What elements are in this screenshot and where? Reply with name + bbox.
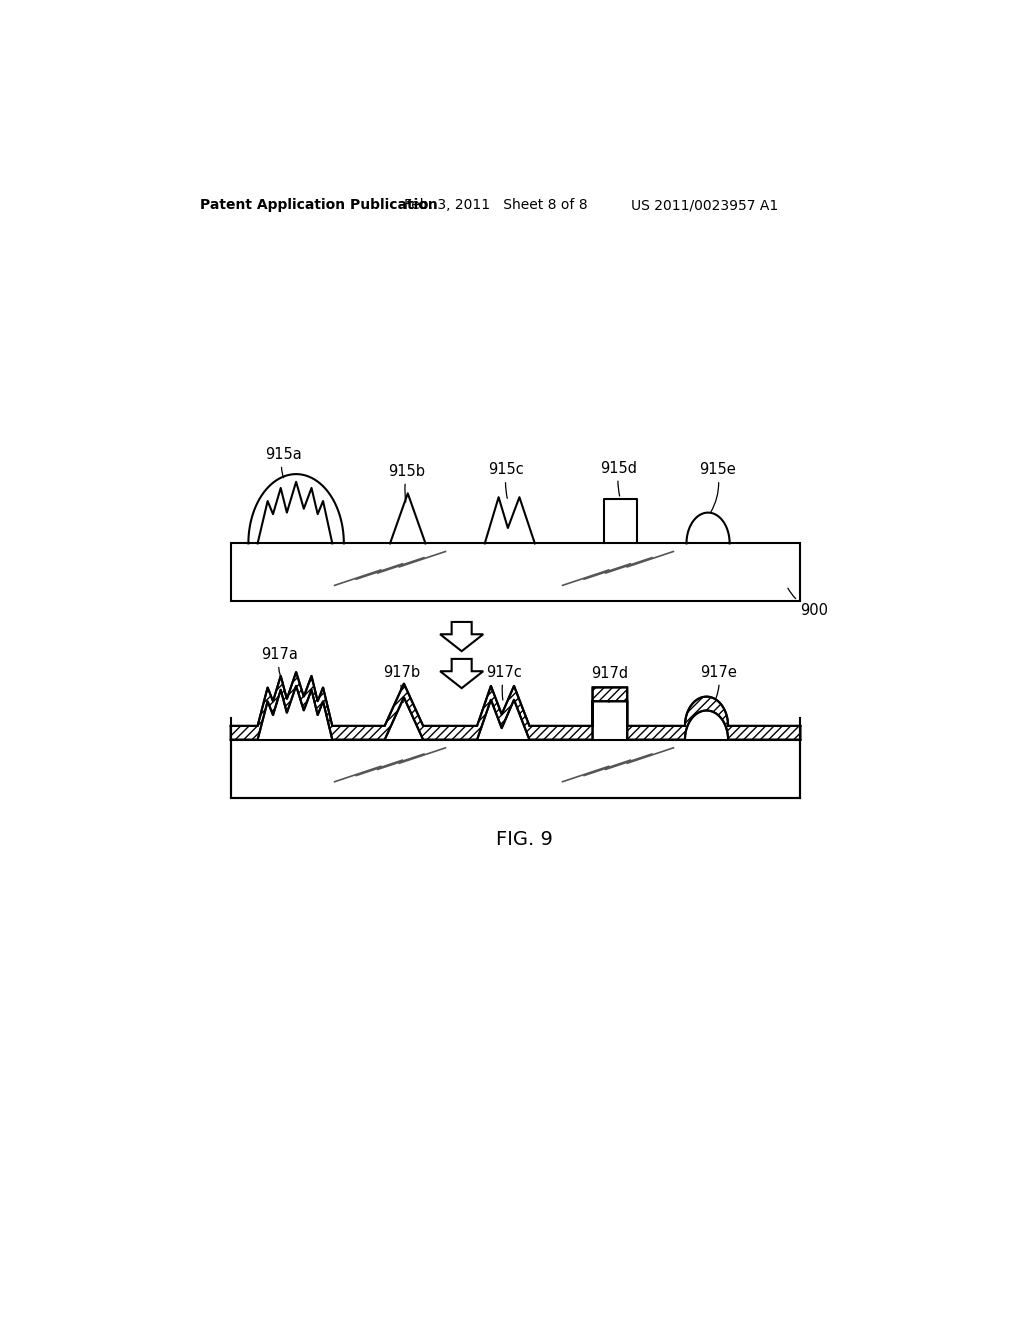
Text: 917b: 917b <box>383 664 420 702</box>
Text: FIG. 9: FIG. 9 <box>497 830 553 849</box>
Bar <box>230 739 801 797</box>
Text: 915e: 915e <box>698 462 735 512</box>
Text: 915c: 915c <box>488 462 524 499</box>
Text: 917d: 917d <box>591 667 628 702</box>
Text: Feb. 3, 2011   Sheet 8 of 8: Feb. 3, 2011 Sheet 8 of 8 <box>403 198 588 213</box>
Text: US 2011/0023957 A1: US 2011/0023957 A1 <box>631 198 778 213</box>
Text: 915b: 915b <box>388 463 426 502</box>
Polygon shape <box>230 672 801 739</box>
Polygon shape <box>440 659 483 688</box>
Text: 917a: 917a <box>261 647 298 684</box>
Polygon shape <box>440 622 483 651</box>
Text: 917c: 917c <box>486 664 522 700</box>
Bar <box>230 544 801 601</box>
Text: 900: 900 <box>787 589 828 618</box>
Text: 915d: 915d <box>600 461 637 496</box>
Text: Patent Application Publication: Patent Application Publication <box>200 198 437 213</box>
Text: 917e: 917e <box>700 664 737 710</box>
Text: 915a: 915a <box>265 446 302 478</box>
